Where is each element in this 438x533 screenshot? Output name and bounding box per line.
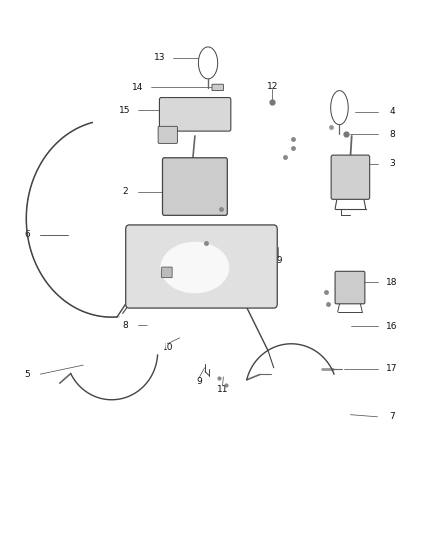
Text: 12: 12 <box>267 82 278 91</box>
Text: 11: 11 <box>217 385 228 393</box>
Text: 8: 8 <box>389 130 395 139</box>
Ellipse shape <box>93 114 104 128</box>
Text: 6: 6 <box>24 230 30 239</box>
Text: 9: 9 <box>196 377 202 385</box>
Circle shape <box>180 322 197 344</box>
Polygon shape <box>198 47 218 79</box>
Circle shape <box>329 375 345 394</box>
Circle shape <box>148 314 166 336</box>
Text: 8: 8 <box>122 321 128 329</box>
Circle shape <box>339 322 345 330</box>
Circle shape <box>336 100 343 109</box>
FancyBboxPatch shape <box>212 84 223 91</box>
Text: 3: 3 <box>389 159 395 168</box>
FancyBboxPatch shape <box>126 225 277 308</box>
Text: 7: 7 <box>389 413 395 421</box>
FancyBboxPatch shape <box>158 126 177 143</box>
Circle shape <box>152 320 161 330</box>
Circle shape <box>184 328 193 338</box>
FancyBboxPatch shape <box>335 271 365 304</box>
Text: 5: 5 <box>24 370 30 378</box>
Polygon shape <box>331 91 348 125</box>
FancyBboxPatch shape <box>162 267 172 278</box>
Text: 16: 16 <box>386 322 398 330</box>
Text: 2: 2 <box>122 188 127 196</box>
Circle shape <box>334 381 340 388</box>
Text: P R N D: P R N D <box>186 112 204 117</box>
Text: 14: 14 <box>132 83 144 92</box>
FancyBboxPatch shape <box>162 158 227 215</box>
FancyBboxPatch shape <box>159 98 231 131</box>
Text: 12: 12 <box>187 256 198 264</box>
Circle shape <box>334 317 350 336</box>
Text: 10: 10 <box>162 343 173 352</box>
FancyBboxPatch shape <box>331 155 370 199</box>
Text: 13: 13 <box>154 53 166 62</box>
Text: 15: 15 <box>119 106 131 115</box>
Text: 1: 1 <box>224 256 230 264</box>
Circle shape <box>154 341 160 348</box>
Text: 18: 18 <box>386 278 398 287</box>
Circle shape <box>204 55 212 64</box>
Ellipse shape <box>161 242 229 293</box>
Text: 4: 4 <box>389 108 395 116</box>
Ellipse shape <box>167 248 222 287</box>
Text: 17: 17 <box>386 365 398 373</box>
Text: 19: 19 <box>272 256 284 264</box>
Circle shape <box>149 335 165 354</box>
